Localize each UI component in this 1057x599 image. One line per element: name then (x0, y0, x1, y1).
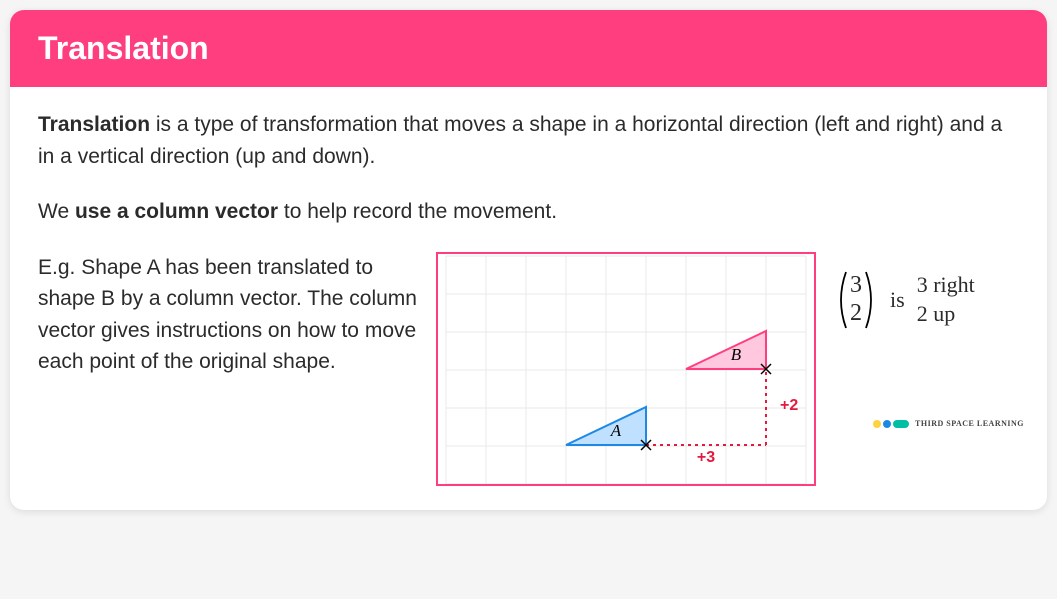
logo-dots-icon (873, 420, 909, 428)
brand-text: THIRD SPACE LEARNING (915, 418, 1024, 430)
diagram-svg: +3 +2 A B (438, 254, 814, 484)
logo-dot (873, 420, 881, 428)
right-paren-icon (864, 270, 878, 330)
flashcard: Translation Translation is a type of tra… (10, 10, 1047, 510)
example-paragraph: E.g. Shape A has been translated to shap… (38, 256, 417, 374)
vector-description: 3 right 2 up (917, 271, 975, 328)
left-paren-icon (834, 270, 848, 330)
p2-bold: use a column vector (75, 200, 278, 223)
desc-bottom: 2 up (917, 300, 975, 329)
column-vector-display: 3 2 is 3 right 2 up THIRD SPAC (834, 252, 1034, 330)
svg-text:+2: +2 (780, 397, 798, 414)
p2-pre: We (38, 200, 75, 223)
paragraph-vector-intro: We use a column vector to help record th… (38, 196, 1019, 228)
vector-values: 3 2 (848, 272, 864, 327)
vector-parentheses: 3 2 (834, 270, 878, 330)
svg-text:A: A (610, 421, 622, 440)
definition-text: is a type of transformation that moves a… (38, 113, 1002, 168)
logo-dot (893, 420, 909, 428)
desc-top: 3 right (917, 271, 975, 300)
card-body: Translation is a type of transformation … (10, 87, 1047, 510)
is-word: is (890, 283, 905, 316)
vector-bottom: 2 (850, 300, 862, 328)
card-header: Translation (10, 10, 1047, 87)
logo-dot (883, 420, 891, 428)
translation-diagram: +3 +2 A B (436, 252, 816, 486)
p2-post: to help record the movement. (278, 200, 557, 223)
vector-top: 3 (850, 272, 862, 300)
svg-text:B: B (731, 345, 742, 364)
example-text: E.g. Shape A has been translated to shap… (38, 252, 418, 378)
card-title: Translation (38, 30, 209, 66)
brand-logo: THIRD SPACE LEARNING (873, 418, 1024, 430)
example-row: E.g. Shape A has been translated to shap… (38, 252, 1019, 486)
term-bold: Translation (38, 113, 150, 136)
paragraph-definition: Translation is a type of transformation … (38, 109, 1019, 172)
svg-text:+3: +3 (697, 449, 715, 466)
